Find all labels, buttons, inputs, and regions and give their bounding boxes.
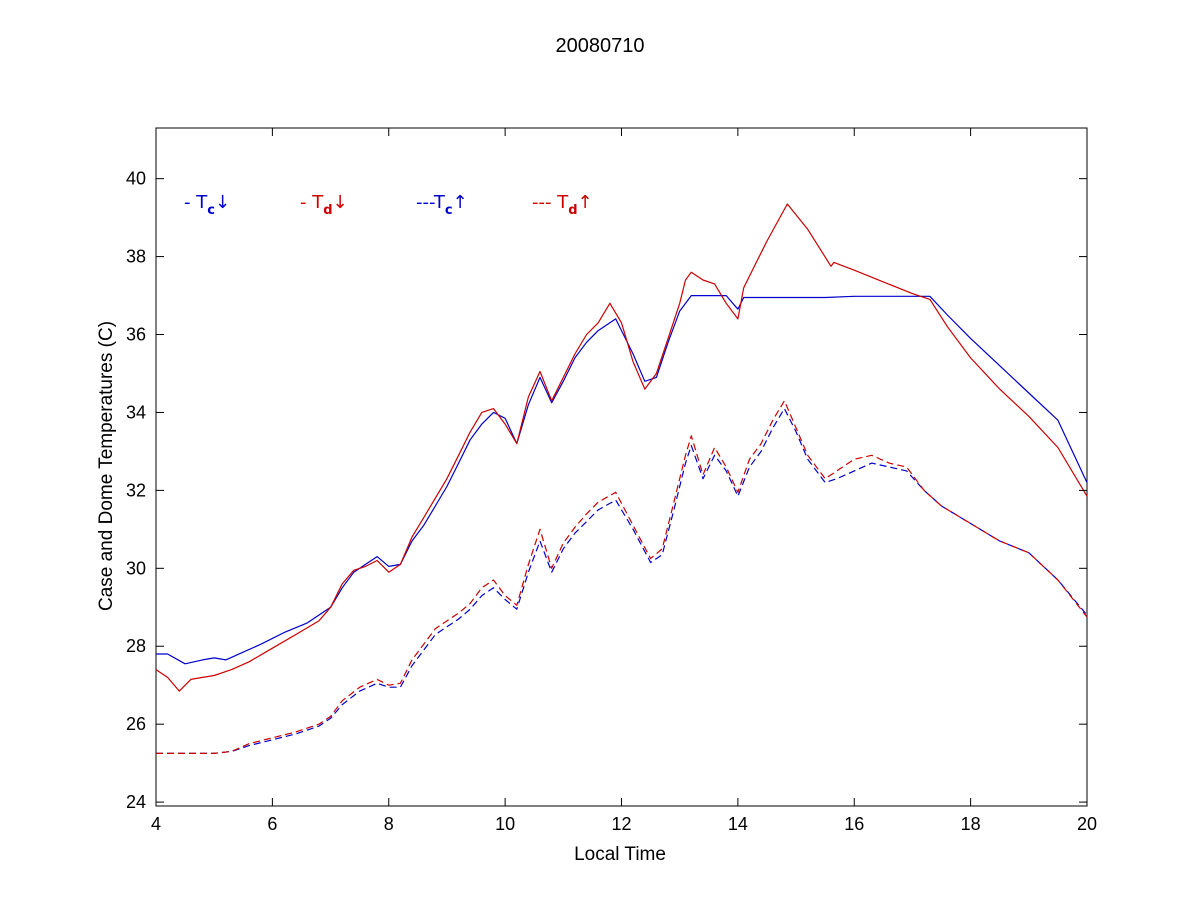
y-tick-label: 32	[126, 480, 146, 500]
y-axis-label: Case and Dome Temperatures (C)	[96, 321, 117, 611]
x-tick-label: 14	[728, 814, 748, 834]
legend-entry-3: ---Tc↑	[416, 192, 468, 218]
y-tick-label: 38	[126, 247, 146, 267]
series-line-2	[155, 203, 1088, 692]
x-tick-label: 16	[844, 814, 864, 834]
y-axis: 24 26 28 30 32 34 36 38 40	[126, 169, 1087, 812]
legend-entry-4: --- Td↑	[532, 192, 593, 218]
chart-title: 20080710	[556, 35, 645, 57]
x-tick-label: 10	[495, 814, 515, 834]
series-layer	[155, 203, 1088, 754]
series-line-4	[156, 400, 1088, 754]
x-tick-label: 8	[384, 814, 394, 834]
x-tick-label: 4	[151, 814, 161, 834]
y-tick-label: 40	[126, 169, 146, 189]
series-line-3	[156, 408, 1088, 754]
series-line-1	[156, 295, 1088, 665]
x-tick-label: 6	[267, 814, 277, 834]
y-tick-label: 30	[126, 558, 146, 578]
y-tick-label: 26	[126, 714, 146, 734]
y-tick-label: 34	[126, 402, 146, 422]
y-tick-label: 24	[126, 792, 146, 812]
x-tick-label: 18	[961, 814, 981, 834]
legend-entry-2: - Td↓	[300, 192, 348, 218]
y-tick-label: 28	[126, 636, 146, 656]
x-tick-label: 20	[1077, 814, 1097, 834]
plot-area	[155, 127, 1088, 807]
legend-entry-1: - Tc↓	[184, 192, 230, 218]
x-tick-label: 12	[611, 814, 631, 834]
x-axis-label: Local Time	[574, 844, 666, 865]
legend: - Tc↓ - Td↓ ---Tc↑ --- Td↑	[184, 192, 593, 218]
y-tick-label: 36	[126, 325, 146, 345]
x-axis: 4 6 8 10 12 14 16 18 20	[151, 128, 1097, 834]
